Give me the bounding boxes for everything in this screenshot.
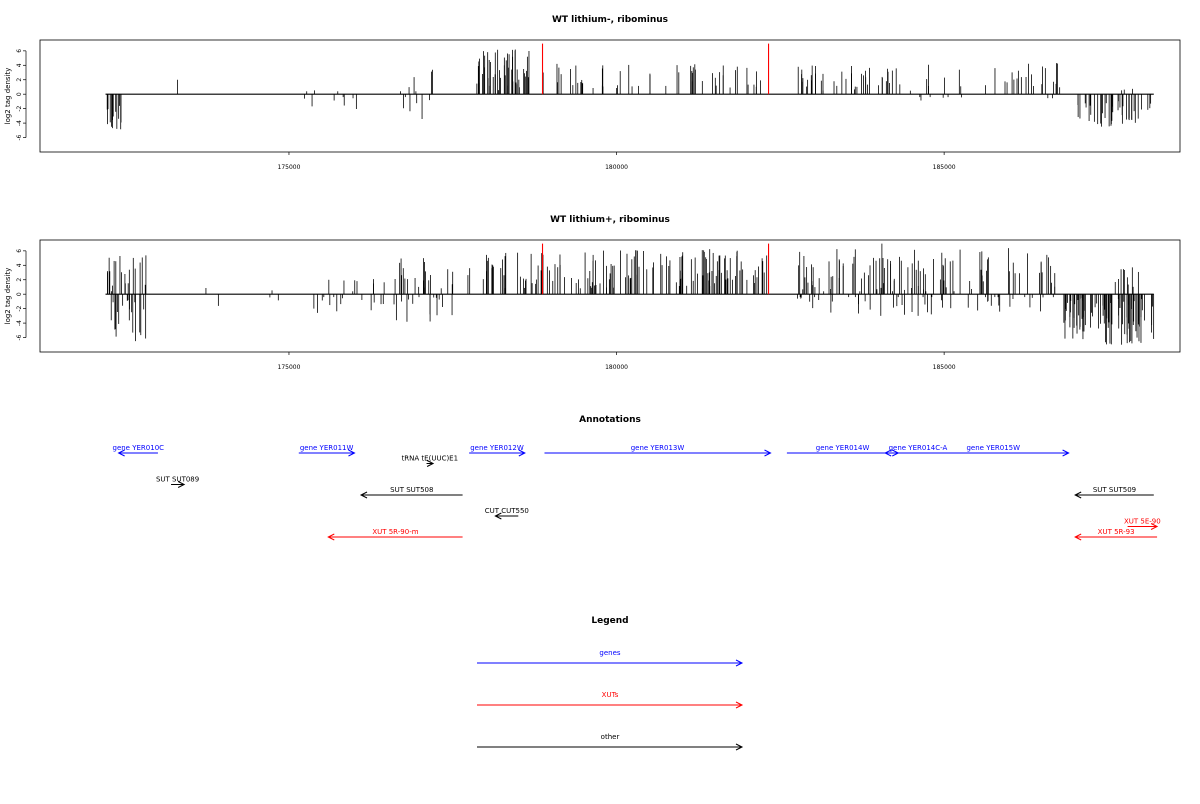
x-tick-label: 180000 — [605, 164, 628, 171]
annotation-arrow — [494, 512, 519, 520]
annotation-label: gene YER015W — [966, 444, 1020, 452]
annotation-label: gene YER012W — [470, 444, 524, 452]
legend-arrow-xuts — [477, 701, 744, 709]
x-tick-label: 175000 — [278, 164, 301, 171]
legend-arrow-other — [477, 743, 744, 751]
annotation-label: gene YER014W — [816, 444, 870, 452]
annotation-arrow — [426, 460, 435, 467]
y-tick-label: 0 — [16, 92, 23, 96]
annotation-label: tRNA tE(UUC)E1 — [402, 455, 459, 463]
y-tick-label: -4 — [16, 120, 23, 126]
annotation-arrow — [1127, 523, 1159, 530]
annotation-arrow — [1074, 533, 1158, 541]
annotation-arrow — [469, 449, 526, 457]
annotation-label: gene YER010C — [113, 444, 165, 452]
y-tick-label: -6 — [16, 134, 23, 140]
track-title: WT lithium-, ribominus — [552, 15, 668, 25]
annotation-label: CUT CUT550 — [485, 507, 529, 515]
annotation-arrow — [327, 533, 463, 541]
x-tick-label: 180000 — [605, 364, 628, 371]
track-panel-lithium-minus: WT lithium-, ribominus -6 -4 -2 0 2 4 6 log2 tag… — [4, 15, 1181, 171]
annotation-label: XUT 5E-90 — [1124, 518, 1161, 526]
annotation-label: SUT SUT089 — [156, 476, 199, 484]
annotation-label: gene YER013W — [631, 444, 685, 452]
y-axis-label: log2 tag density — [4, 68, 12, 125]
plot-frame — [39, 39, 1181, 153]
y-tick-label: 2 — [16, 278, 23, 282]
density-bars — [106, 49, 1152, 130]
annotation-label: gene YER011W — [300, 444, 354, 452]
y-tick-label: -6 — [16, 334, 23, 340]
y-tick-label: -4 — [16, 320, 23, 326]
legend-panel: Legend genes XUTs other — [477, 616, 744, 751]
x-tick-label: 185000 — [933, 364, 956, 371]
annotation-arrow — [1074, 491, 1154, 499]
annotation-label: gene YER014C-A — [889, 444, 948, 452]
annotation-arrow — [298, 449, 356, 457]
annotation-arrow — [544, 449, 772, 457]
y-tick-label: 2 — [16, 78, 23, 82]
plot-frame — [39, 239, 1181, 353]
annotations-panel: Annotations gene YER010C gene YER011W gene… — [113, 415, 1161, 541]
annotation-arrow — [117, 449, 158, 457]
annotation-label: SUT SUT509 — [1093, 486, 1136, 494]
y-tick-label: -2 — [16, 105, 23, 111]
y-tick-label: 0 — [16, 292, 23, 296]
annotation-label: SUT SUT508 — [390, 486, 433, 494]
legend-label: XUTs — [602, 691, 619, 699]
y-tick-label: -2 — [16, 305, 23, 311]
legend-label: genes — [599, 649, 620, 657]
annotation-arrow — [917, 449, 1070, 457]
legend-items: genes XUTs other — [477, 649, 744, 751]
legend-label: other — [601, 733, 620, 741]
annotation-arrow — [359, 491, 463, 499]
y-axis-label: log2 tag density — [4, 268, 12, 325]
y-tick-label: 4 — [16, 63, 23, 67]
track-title: WT lithium+, ribominus — [550, 215, 670, 225]
y-tick-label: 6 — [16, 249, 23, 253]
annotation-label: XUT 5R-93 — [1098, 528, 1135, 536]
density-bars — [107, 243, 1155, 345]
legend-title: Legend — [591, 616, 628, 626]
annotation-items: gene YER010C gene YER011W gene YER012W gene… — [113, 444, 1161, 541]
annotation-arrow — [171, 481, 186, 488]
annotations-title: Annotations — [579, 415, 641, 425]
annotation-label: XUT 5R-90-m — [372, 528, 418, 536]
track-panel-lithium-plus: WT lithium+, ribominus -6 -4 -2 0 2 4 6 log2 tag… — [4, 215, 1181, 371]
y-tick-label: 6 — [16, 49, 23, 53]
x-tick-label: 175000 — [278, 364, 301, 371]
x-tick-label: 185000 — [933, 164, 956, 171]
legend-arrow-genes — [477, 659, 744, 667]
y-tick-label: 4 — [16, 263, 23, 267]
